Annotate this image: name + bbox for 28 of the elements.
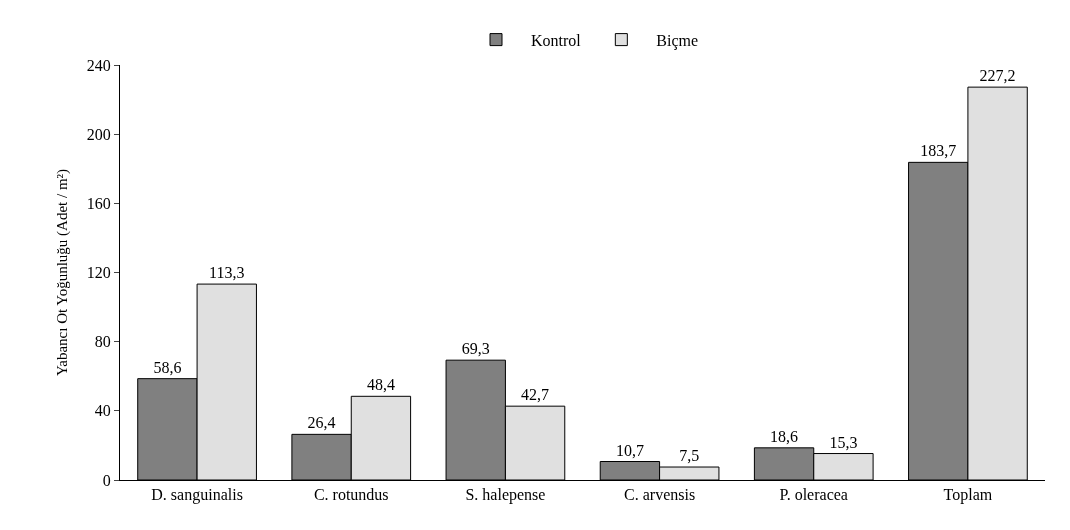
y-tick-label: 80 (94, 333, 111, 351)
data-label: 113,3 (209, 264, 245, 282)
legend-label: Kontrol (531, 31, 582, 49)
legend-label: Biçme (656, 31, 699, 50)
y-tick-label: 240 (86, 56, 111, 74)
data-label: 18,6 (770, 427, 799, 445)
x-tick-label: Toplam (943, 486, 993, 505)
y-tick-label: 120 (86, 264, 111, 282)
x-tick-label: S. halepense (465, 486, 546, 505)
x-tick-label: D. sanguinalis (151, 486, 243, 505)
data-label: 42,7 (521, 386, 550, 404)
data-label: 15,3 (829, 433, 858, 451)
y-axis-title: Yabancı Ot Yoğunluğu (Adet / m²) (54, 168, 72, 377)
y-tick-label: 160 (86, 194, 111, 212)
data-label: 48,4 (366, 376, 395, 394)
x-tick-label: C. rotundus (313, 486, 389, 504)
data-label: 26,4 (307, 414, 336, 432)
y-tick-label: 0 (102, 471, 111, 489)
data-label: 183,7 (920, 142, 957, 160)
data-label: 69,3 (461, 340, 490, 358)
y-tick-label: 40 (94, 402, 111, 420)
data-label: 58,6 (153, 358, 182, 376)
x-tick-label: C. arvensis (624, 486, 696, 504)
data-label: 227,2 (979, 67, 1016, 85)
data-label: 7,5 (679, 447, 700, 465)
x-tick-label: P. oleracea (779, 486, 848, 504)
y-tick-label: 200 (86, 125, 111, 143)
data-label: 10,7 (615, 441, 644, 459)
